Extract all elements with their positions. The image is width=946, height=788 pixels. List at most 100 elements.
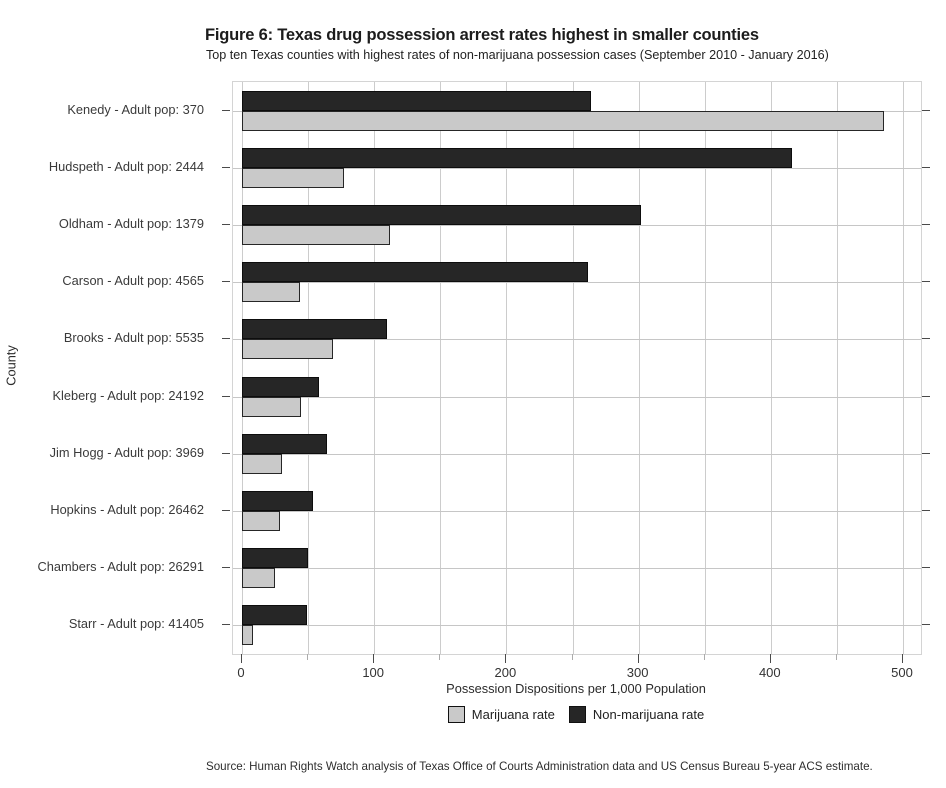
gridline-vertical	[374, 82, 376, 654]
x-tick-minor	[307, 654, 309, 660]
x-tick-label: 200	[494, 665, 517, 680]
y-tick-right	[922, 109, 930, 111]
bar-non-marijuana	[242, 548, 309, 569]
bar-marijuana	[242, 625, 253, 646]
gridline-vertical	[308, 82, 310, 654]
x-tick-minor	[835, 654, 837, 660]
y-axis-label: Chambers - Adult pop: 26291	[37, 559, 204, 575]
bar-non-marijuana	[242, 262, 589, 283]
gridline-vertical	[638, 82, 640, 654]
gridline-vertical	[572, 82, 574, 654]
y-axis-label: Carson - Adult pop: 4565	[62, 273, 204, 289]
y-axis-label: Jim Hogg - Adult pop: 3969	[49, 444, 204, 460]
bar-non-marijuana	[242, 491, 314, 511]
y-axis-label: Hopkins - Adult pop: 26462	[50, 502, 204, 517]
gridline-horizontal	[233, 625, 921, 627]
y-tick-right	[922, 452, 930, 454]
gridline-horizontal	[233, 568, 921, 570]
y-tick-left	[222, 338, 230, 340]
y-axis-label: Oldham - Adult pop: 1379	[58, 216, 204, 231]
y-tick-right	[922, 166, 930, 168]
y-tick-right	[922, 395, 930, 397]
legend-swatch-non-marijuana-rate	[568, 706, 586, 723]
y-tick-right	[922, 510, 930, 511]
legend-label: Non-marijuana rate	[592, 707, 705, 722]
y-axis-label: Brooks - Adult pop: 5535	[63, 330, 204, 346]
gridline-horizontal	[233, 339, 921, 341]
y-axis-label: Starr - Adult pop: 41405	[68, 616, 204, 632]
x-tick-label: 500	[891, 665, 913, 680]
x-tick-major	[637, 654, 639, 663]
x-tick-label: 100	[362, 665, 385, 680]
legend: Marijuana rate Non-marijuana rate	[232, 706, 920, 723]
legend-item: Non-marijuana rate	[568, 706, 705, 723]
bar-non-marijuana	[242, 90, 591, 111]
gridline-horizontal	[233, 511, 921, 512]
source-note: Source: Human Rights Watch analysis of T…	[206, 760, 873, 773]
y-axis-label: Kleberg - Adult pop: 24192	[52, 387, 204, 403]
x-tick-minor	[703, 654, 705, 660]
bar-marijuana	[242, 396, 302, 417]
x-tick-major	[902, 654, 903, 663]
y-axis-label: Hudspeth - Adult pop: 2444	[48, 158, 204, 174]
gridline-vertical	[836, 82, 838, 654]
bar-marijuana	[242, 511, 281, 531]
bar-marijuana	[242, 282, 301, 303]
bar-non-marijuana	[242, 319, 388, 340]
y-tick-left	[222, 452, 230, 454]
y-tick-right	[922, 338, 930, 340]
y-tick-right	[922, 281, 930, 283]
bar-non-marijuana	[242, 433, 327, 454]
gridline-vertical	[440, 82, 442, 654]
y-tick-right	[922, 567, 930, 569]
bar-marijuana	[242, 339, 334, 360]
x-tick-label: 300	[626, 665, 649, 680]
y-tick-right	[922, 624, 930, 626]
bar-non-marijuana	[242, 147, 792, 168]
y-tick-left	[222, 395, 230, 397]
bar-marijuana	[242, 453, 282, 474]
chart-subtitle: Top ten Texas counties with highest rate…	[206, 48, 829, 62]
y-tick-right	[922, 224, 930, 225]
x-tick-major	[505, 654, 507, 663]
plot-panel	[232, 81, 922, 655]
bar-marijuana	[242, 167, 344, 188]
legend-swatch-marijuana-rate	[447, 706, 465, 723]
y-tick-left	[222, 224, 230, 225]
bar-marijuana	[242, 225, 391, 245]
gridline-horizontal	[233, 282, 921, 284]
chart-title: Figure 6: Texas drug possession arrest r…	[205, 26, 759, 44]
gridline-horizontal	[233, 453, 921, 455]
legend-label: Marijuana rate	[471, 707, 555, 722]
bar-marijuana	[242, 110, 885, 131]
x-tick-label: 400	[758, 665, 781, 680]
bar-non-marijuana	[242, 205, 642, 225]
gridline-vertical	[770, 82, 772, 654]
y-tick-left	[222, 567, 230, 569]
gridline-horizontal	[233, 396, 921, 398]
y-tick-left	[222, 281, 230, 283]
gridline-horizontal	[233, 167, 921, 169]
gridline-vertical	[903, 82, 904, 654]
y-tick-left	[222, 166, 230, 168]
y-axis-label: Kenedy - Adult pop: 370	[67, 101, 204, 117]
x-tick-minor	[571, 654, 573, 660]
y-tick-left	[222, 510, 230, 511]
legend-item: Marijuana rate	[447, 706, 555, 723]
bar-marijuana	[242, 568, 276, 589]
bar-non-marijuana	[242, 376, 319, 397]
x-tick-major	[241, 654, 242, 663]
y-tick-left	[222, 624, 230, 626]
x-axis-title: Possession Dispositions per 1,000 Popula…	[446, 681, 706, 696]
y-tick-left	[222, 109, 230, 111]
bar-non-marijuana	[242, 605, 307, 626]
gridline-vertical	[704, 82, 706, 654]
x-tick-minor	[439, 654, 441, 660]
gridline-horizontal	[233, 225, 921, 226]
gridline-vertical	[506, 82, 508, 654]
gridline-vertical	[242, 82, 243, 654]
x-tick-label: 0	[237, 665, 245, 680]
x-tick-major	[769, 654, 771, 663]
x-tick-major	[373, 654, 375, 663]
